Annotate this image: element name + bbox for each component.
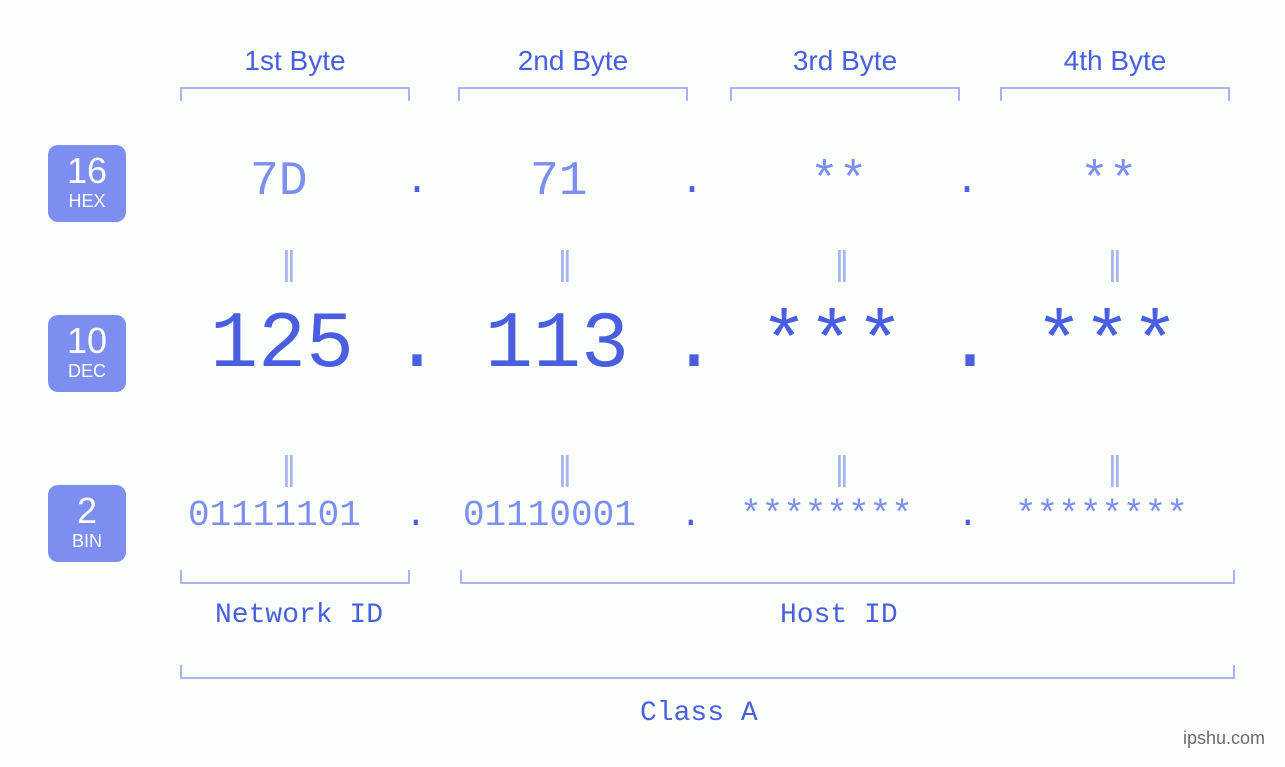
hex-dot-2: . — [680, 160, 704, 205]
label-class: Class A — [640, 698, 758, 729]
dec-dot-3: . — [946, 300, 994, 391]
bin-byte-1: 01111101 — [188, 495, 361, 536]
dec-byte-3: *** — [760, 300, 904, 391]
hex-dot-3: . — [955, 160, 979, 205]
badge-bin-num: 2 — [48, 493, 126, 529]
hex-dot-1: . — [405, 160, 429, 205]
badge-dec-num: 10 — [48, 323, 126, 359]
hex-byte-2: 71 — [530, 155, 588, 209]
top-bracket-3 — [730, 87, 960, 101]
label-network: Network ID — [215, 600, 383, 631]
bin-byte-3: ******** — [740, 495, 913, 536]
equals-1-2: || — [558, 245, 568, 284]
dec-byte-4: *** — [1035, 300, 1179, 391]
bin-byte-2: 01110001 — [463, 495, 636, 536]
badge-dec: 10 DEC — [48, 315, 126, 392]
equals-1-1: || — [282, 245, 292, 284]
equals-2-2: || — [558, 450, 568, 489]
label-host: Host ID — [780, 600, 898, 631]
equals-1-4: || — [1108, 245, 1118, 284]
bracket-network — [180, 570, 410, 584]
bin-dot-1: . — [405, 495, 427, 536]
top-bracket-4 — [1000, 87, 1230, 101]
bracket-class — [180, 665, 1235, 679]
hex-byte-3: ** — [810, 155, 868, 209]
equals-1-3: || — [835, 245, 845, 284]
dec-byte-2: 113 — [485, 300, 629, 391]
badge-hex-num: 16 — [48, 153, 126, 189]
badge-dec-name: DEC — [48, 361, 126, 382]
watermark: ipshu.com — [1183, 728, 1265, 749]
dec-dot-1: . — [393, 300, 441, 391]
badge-bin-name: BIN — [48, 531, 126, 552]
byte-header-2: 2nd Byte — [458, 45, 688, 77]
hex-byte-1: 7D — [250, 155, 308, 209]
bin-byte-4: ******** — [1015, 495, 1188, 536]
equals-2-1: || — [282, 450, 292, 489]
badge-hex-name: HEX — [48, 191, 126, 212]
byte-header-1: 1st Byte — [180, 45, 410, 77]
dec-byte-1: 125 — [210, 300, 354, 391]
bin-dot-3: . — [957, 495, 979, 536]
bin-dot-2: . — [680, 495, 702, 536]
top-bracket-1 — [180, 87, 410, 101]
bracket-host — [460, 570, 1235, 584]
equals-2-3: || — [835, 450, 845, 489]
badge-bin: 2 BIN — [48, 485, 126, 562]
top-bracket-2 — [458, 87, 688, 101]
badge-hex: 16 HEX — [48, 145, 126, 222]
dec-dot-2: . — [670, 300, 718, 391]
byte-header-3: 3rd Byte — [730, 45, 960, 77]
byte-header-4: 4th Byte — [1000, 45, 1230, 77]
hex-byte-4: ** — [1080, 155, 1138, 209]
equals-2-4: || — [1108, 450, 1118, 489]
